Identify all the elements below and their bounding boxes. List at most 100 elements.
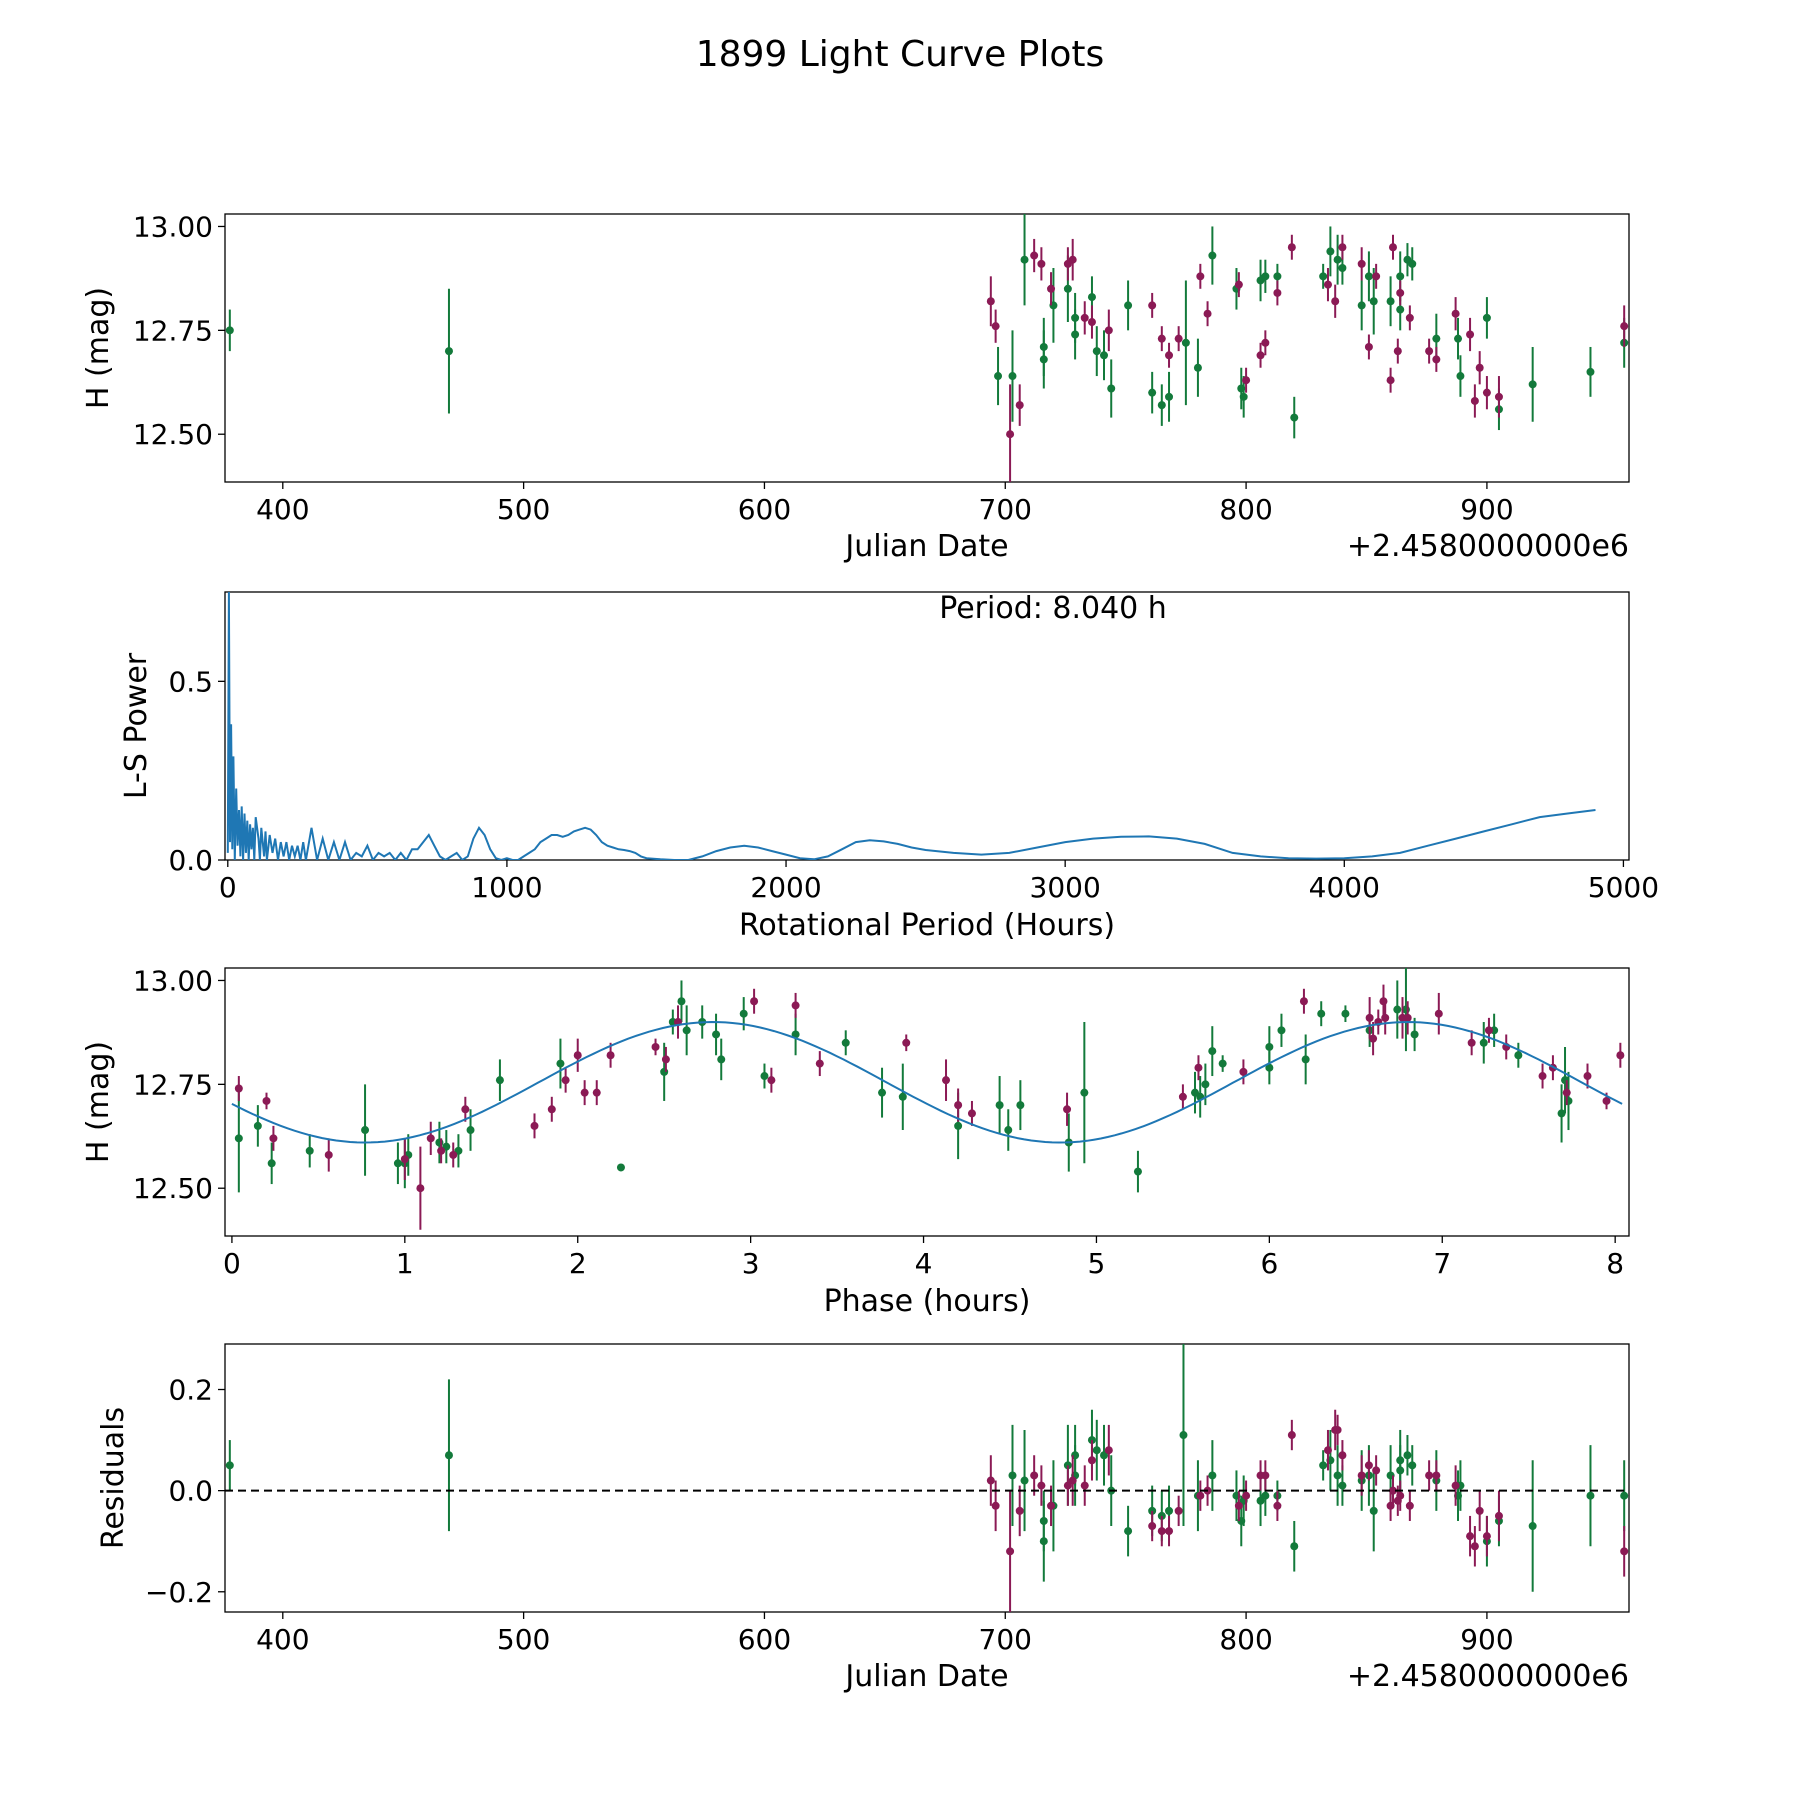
green-point xyxy=(1261,1491,1270,1500)
purple-point xyxy=(1261,338,1270,347)
purple-point xyxy=(1273,1501,1282,1510)
green-point xyxy=(1239,392,1248,401)
purple-point xyxy=(1080,313,1089,322)
green-point xyxy=(435,1138,444,1147)
purple-point xyxy=(1087,318,1096,327)
purple-point xyxy=(1256,351,1265,360)
green-point xyxy=(1004,1126,1013,1135)
purple-point xyxy=(1063,1481,1072,1490)
purple-point xyxy=(1068,255,1077,264)
x-tick-label: 0 xyxy=(223,1247,241,1280)
purple-point xyxy=(1434,1009,1443,1018)
green-point xyxy=(1369,1506,1378,1515)
x-tick-label: 500 xyxy=(497,493,550,526)
green-point xyxy=(466,1126,475,1135)
purple-point xyxy=(1030,251,1039,260)
green-point xyxy=(1456,372,1465,381)
purple-point xyxy=(530,1121,539,1130)
purple-point xyxy=(606,1051,615,1060)
purple-point xyxy=(791,1001,800,1010)
residuals-yticks: −0.2 0.0 0.2 xyxy=(145,1374,225,1609)
purple-point xyxy=(1234,1501,1243,1510)
green-point xyxy=(1338,264,1347,273)
phased-frame xyxy=(224,967,1630,1237)
green-point xyxy=(1317,1009,1326,1018)
purple-point xyxy=(1104,1446,1113,1455)
green-point xyxy=(1620,1491,1629,1500)
purple-point xyxy=(1386,376,1395,385)
purple-point xyxy=(1425,1471,1434,1480)
x-tick-label: 1000 xyxy=(471,871,542,904)
periodogram-frame xyxy=(224,591,1630,861)
green-point xyxy=(267,1159,276,1168)
purple-point xyxy=(1405,313,1414,322)
green-point xyxy=(878,1088,887,1097)
purple-point xyxy=(1405,1501,1414,1510)
green-point xyxy=(1514,1051,1523,1060)
green-point xyxy=(1165,392,1174,401)
green-point xyxy=(1107,384,1116,393)
purple-point xyxy=(1299,997,1308,1006)
purple-point xyxy=(1287,243,1296,252)
y-tick-label: 12.75 xyxy=(133,314,213,347)
figure-title: 1899 Light Curve Plots xyxy=(696,34,1105,75)
y-tick-label: −0.2 xyxy=(145,1576,213,1609)
green-point xyxy=(1333,255,1342,264)
green-point xyxy=(1071,330,1080,339)
purple-point xyxy=(1451,1481,1460,1490)
x-tick-label: 600 xyxy=(738,1623,791,1656)
x-tick-label: 4000 xyxy=(1309,871,1380,904)
green-point xyxy=(393,1159,402,1168)
x-tick-label: 3000 xyxy=(1030,871,1101,904)
lightcurve-offset-label: +2.4580000000e6 xyxy=(1347,529,1629,564)
purple-point xyxy=(1602,1096,1611,1105)
green-point xyxy=(1338,1481,1347,1490)
x-tick-label: 5 xyxy=(1088,1247,1106,1280)
purple-point xyxy=(1379,997,1388,1006)
purple-point xyxy=(1388,243,1397,252)
green-point xyxy=(1181,338,1190,347)
purple-point xyxy=(1165,351,1174,360)
purple-point xyxy=(580,1088,589,1097)
purple-point xyxy=(1174,334,1183,343)
lightcurve-xlabel: Julian Date xyxy=(843,529,1008,564)
green-point xyxy=(739,1009,748,1018)
lightcurve-marks xyxy=(225,214,1629,482)
x-tick-label: 800 xyxy=(1219,1623,1272,1656)
purple-point xyxy=(1234,280,1243,289)
purple-point xyxy=(1381,1013,1390,1022)
green-point xyxy=(556,1059,565,1068)
purple-point xyxy=(1333,1425,1342,1434)
purple-point xyxy=(1425,347,1434,356)
green-point xyxy=(994,372,1003,381)
purple-point xyxy=(1037,1481,1046,1490)
green-point xyxy=(1201,1080,1210,1089)
green-point xyxy=(954,1121,963,1130)
purple-point xyxy=(1470,396,1479,405)
phased-marks xyxy=(231,968,1625,1230)
purple-point xyxy=(461,1105,470,1114)
green-point xyxy=(1265,1042,1274,1051)
periodogram-ylabel: L-S Power xyxy=(119,652,154,799)
lightcurve-yticks: 12.50 12.75 13.00 xyxy=(133,210,225,451)
green-point xyxy=(1063,284,1072,293)
green-point xyxy=(1179,1431,1188,1440)
residuals-offset-label: +2.4580000000e6 xyxy=(1347,1659,1629,1694)
panel-lightcurve: 400 500 600 700 800 900 12.50 12.75 13.00 Julia… xyxy=(81,210,1630,564)
x-tick-label: 3 xyxy=(742,1247,760,1280)
green-point xyxy=(1482,313,1491,322)
purple-point xyxy=(750,997,759,1006)
green-point xyxy=(677,997,686,1006)
green-point xyxy=(1586,1491,1595,1500)
green-point xyxy=(1261,272,1270,281)
purple-point xyxy=(1261,1471,1270,1480)
x-tick-label: 400 xyxy=(256,493,309,526)
purple-point xyxy=(1583,1072,1592,1081)
periodogram-yticks: 0.0 0.5 xyxy=(168,665,225,877)
green-point xyxy=(1369,297,1378,306)
green-point xyxy=(1277,1026,1286,1035)
green-point xyxy=(1290,1542,1299,1551)
phased-xticks: 0 1 2 3 4 5 6 7 8 xyxy=(223,1236,1624,1280)
